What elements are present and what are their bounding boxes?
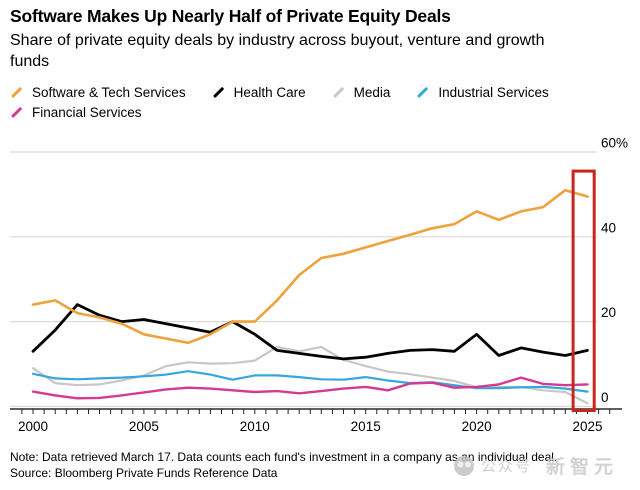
x-tick-label-2005: 2005: [129, 419, 159, 434]
chart-subtitle: Share of private equity deals by industr…: [10, 32, 545, 70]
x-tick-label-2000: 2000: [18, 419, 48, 434]
chart-legend: Software & Tech Services Health Care Media…: [10, 84, 595, 121]
series-line-health-care: [31, 303, 589, 361]
x-axis-ticks: [21, 409, 611, 414]
legend-slash-icon: [332, 86, 344, 99]
series-line-media: [31, 345, 589, 405]
chart-title: Software Makes Up Nearly Half of Private…: [10, 6, 451, 26]
y-tick-label-60: 60%: [601, 136, 628, 151]
y-tick-label-0: 0: [601, 390, 609, 405]
gridlines: [10, 151, 597, 407]
x-tick-label-2010: 2010: [240, 419, 270, 434]
legend-label: Software & Tech Services: [32, 85, 186, 100]
x-axis-labels: 2000 2005 2010 2015 2020 2025: [18, 419, 603, 434]
x-tick-label-2020: 2020: [462, 419, 492, 434]
series-lines: [31, 188, 589, 405]
y-tick-label-40: 40: [601, 220, 616, 235]
legend-label: Financial Services: [32, 105, 142, 120]
series-line-software-tech-services: [31, 188, 589, 345]
y-axis-labels: 60% 40 20 0: [601, 136, 628, 405]
legend-slash-icon: [417, 86, 429, 99]
y-tick-label-20: 20: [601, 305, 616, 320]
chart-source: Source: Bloomberg Private Funds Referenc…: [10, 466, 278, 480]
highlight-box: [571, 169, 596, 412]
legend-label: Media: [353, 85, 391, 100]
legend-label: Industrial Services: [438, 85, 549, 100]
legend-item-industrial-services: Industrial Services: [416, 84, 549, 101]
series-line-industrial-services: [31, 370, 589, 393]
legend-slash-icon: [10, 106, 23, 119]
legend-slash-icon: [212, 86, 224, 99]
series-line-financial-services: [31, 376, 589, 400]
legend-item-media: Media: [332, 84, 391, 101]
x-tick-label-2025: 2025: [572, 419, 602, 434]
legend-label: Health Care: [233, 85, 306, 100]
legend-item-health-care: Health Care: [212, 84, 306, 101]
legend-slash-icon: [10, 86, 23, 99]
chart-footer: Note: Data retrieved March 17. Data coun…: [10, 449, 557, 481]
legend-item-software-tech-services: Software & Tech Services: [10, 84, 186, 101]
line-chart: 60% 40 20 0 2000 2005 2010 2015 2020 2025: [10, 136, 628, 434]
chart-note: Note: Data retrieved March 17. Data coun…: [10, 450, 558, 464]
x-tick-label-2015: 2015: [351, 419, 381, 434]
legend-item-financial-services: Financial Services: [10, 104, 142, 121]
